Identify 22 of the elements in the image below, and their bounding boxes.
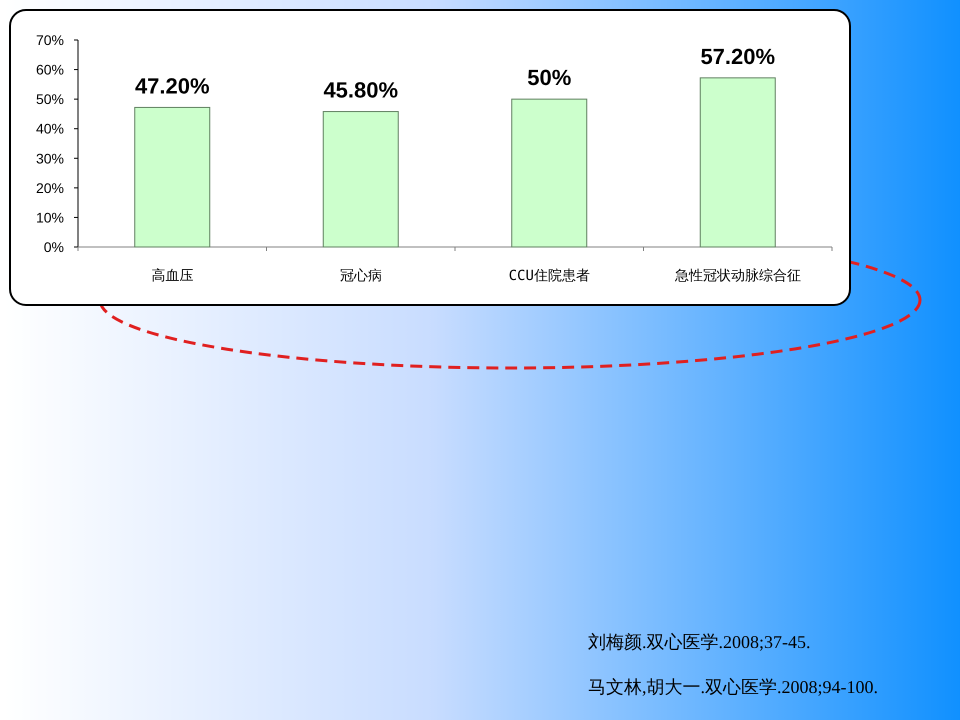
bar: [511, 98, 588, 248]
y-tick-label: 40%: [36, 120, 64, 137]
x-tick-label: CCU住院患者: [508, 268, 590, 284]
bar: [700, 77, 776, 248]
text: 马文林,胡大一.双心医学.2008;94-100.: [588, 677, 878, 697]
y-tick-label: 0%: [44, 239, 64, 255]
y-tick-label: 60%: [36, 62, 64, 78]
y-tick-label: 70%: [36, 32, 64, 48]
bar: [134, 106, 210, 248]
x-tick-label: 冠心病: [340, 268, 382, 284]
data-label: 57.20%: [700, 44, 776, 69]
x-tick-label: 高血压: [151, 268, 194, 284]
bar: [322, 111, 399, 248]
y-tick-label: 20%: [36, 180, 64, 196]
data-label: 50%: [527, 65, 572, 90]
data-label: 45.80%: [323, 78, 398, 103]
y-tick-label: 10%: [36, 209, 64, 226]
x-tick-label: 急性冠状动脉综合征: [674, 268, 801, 284]
data-label: 47.20%: [134, 73, 210, 98]
y-tick-label: 50%: [36, 91, 64, 108]
text: 刘梅颜.双心医学.2008;37-45.: [588, 632, 810, 652]
y-tick-label: 30%: [36, 150, 64, 166]
